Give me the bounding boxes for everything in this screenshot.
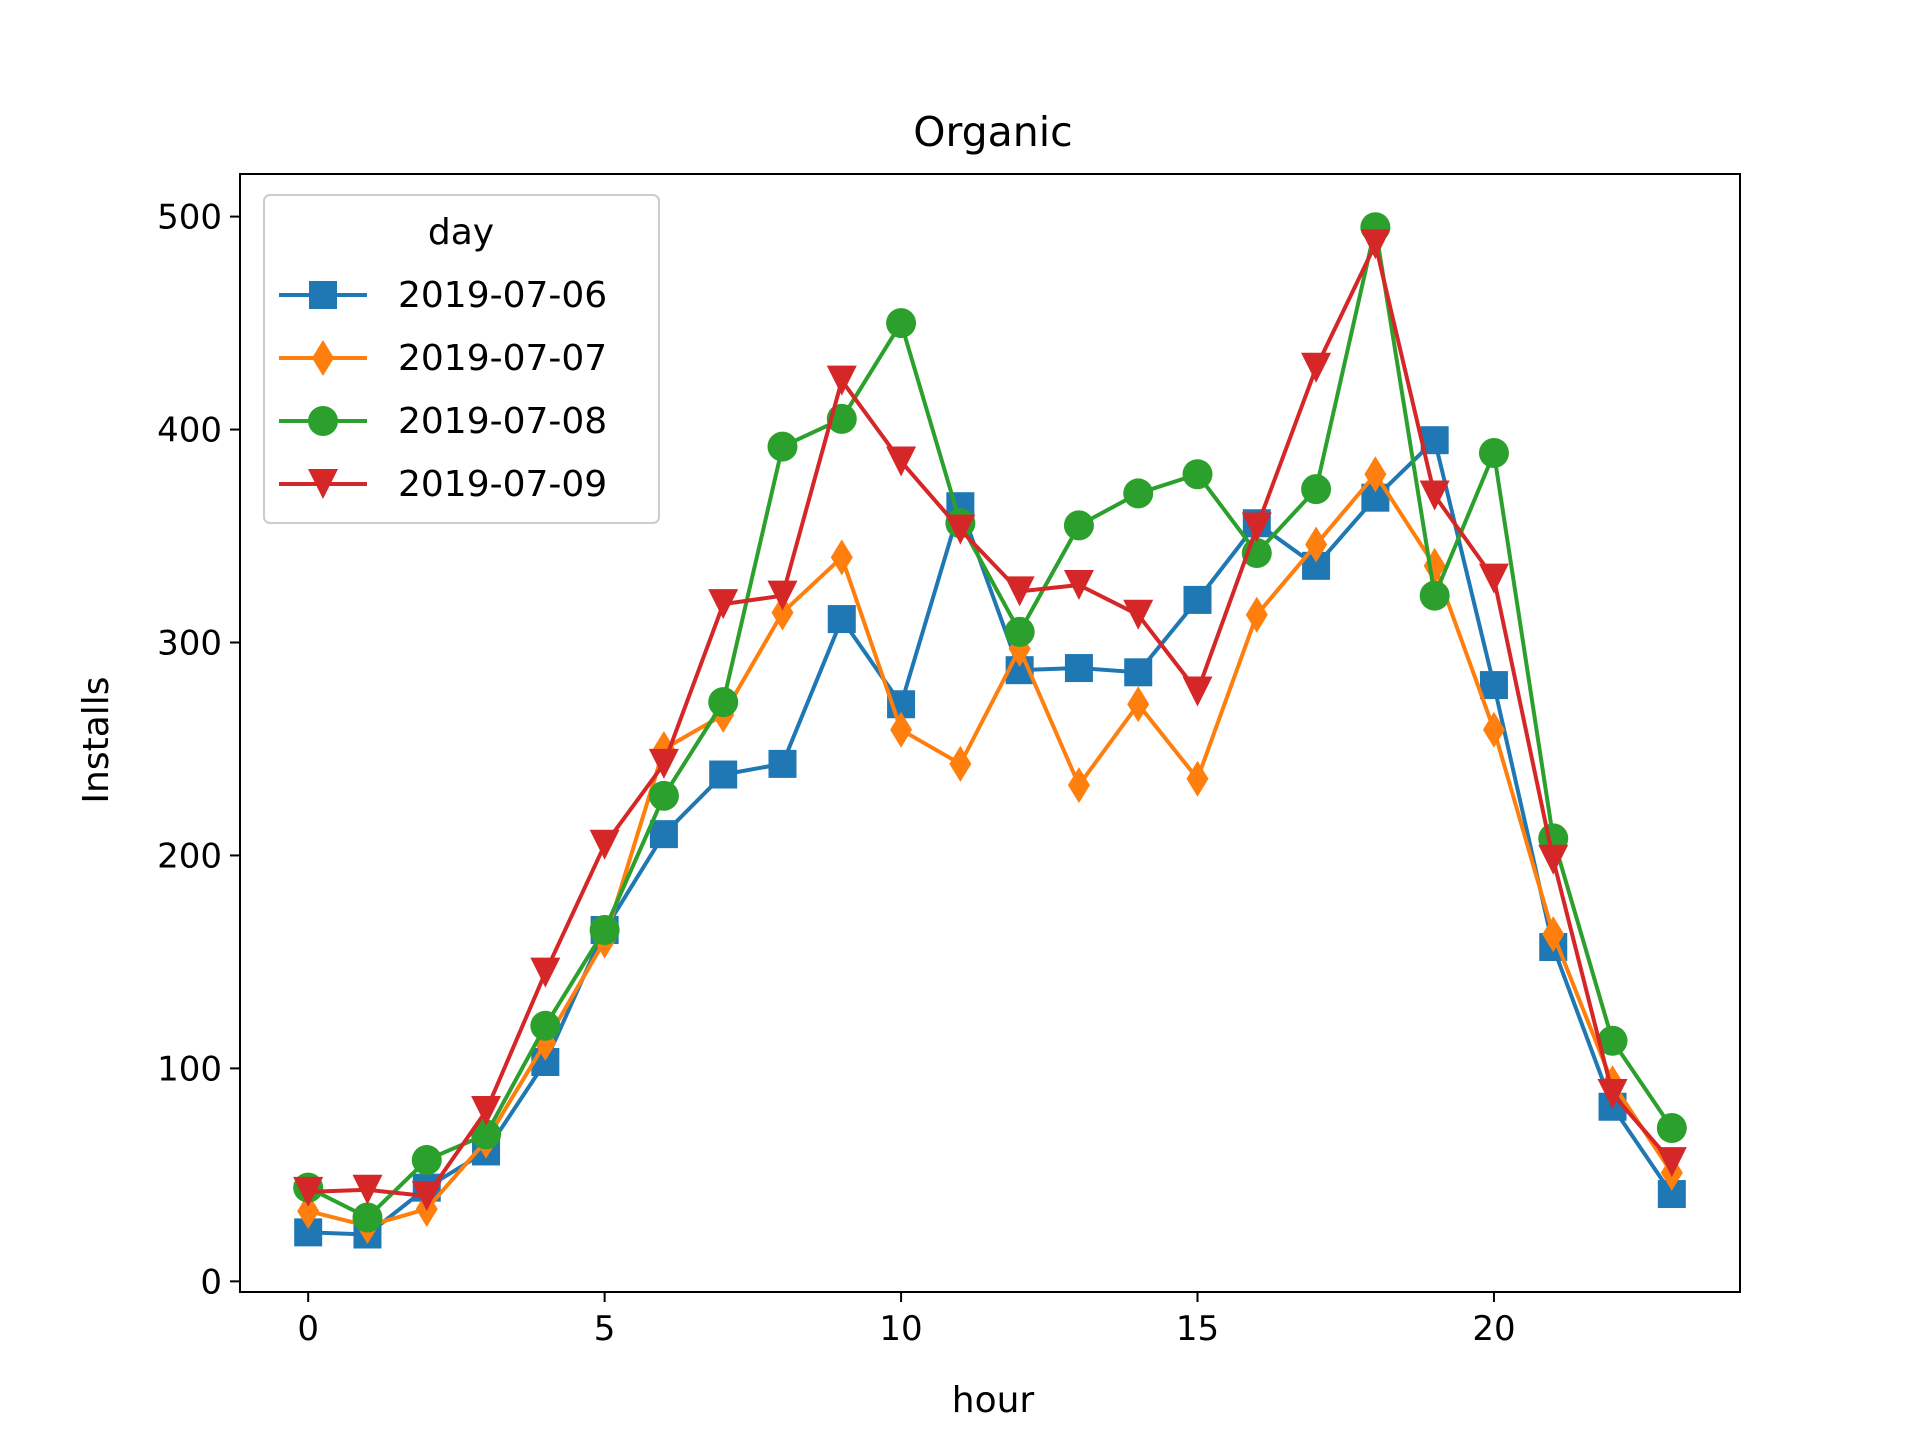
data-point-2019-07-07-8 (771, 594, 794, 631)
data-point-2019-07-08-7 (708, 687, 739, 718)
data-point-2019-07-07-15 (1186, 760, 1209, 797)
x-tick-label-10: 10 (879, 1309, 922, 1349)
data-point-2019-07-09-19 (1419, 480, 1450, 511)
data-point-2019-07-06-15 (1183, 585, 1212, 614)
data-point-2019-07-08-6 (648, 780, 679, 811)
data-point-2019-07-09-18 (1360, 229, 1391, 260)
y-tick-label-200: 200 (157, 836, 222, 876)
legend-item-2019-07-09: 2019-07-09 (279, 464, 607, 505)
data-point-2019-07-08-4 (530, 1010, 561, 1041)
data-point-2019-07-07-9 (830, 539, 853, 576)
data-point-2019-07-08-22 (1597, 1025, 1628, 1056)
data-point-2019-07-09-9 (826, 365, 857, 396)
series-2019-07-08 (293, 212, 1687, 1233)
data-point-2019-07-07-11 (949, 745, 972, 782)
legend-item-2019-07-06: 2019-07-06 (279, 275, 607, 316)
x-tick-label-0: 0 (297, 1309, 319, 1349)
x-tick-label-20: 20 (1472, 1309, 1515, 1349)
legend-label-2019-07-07: 2019-07-07 (398, 338, 607, 379)
data-point-2019-07-07-18 (1364, 456, 1387, 493)
series-line-2019-07-09 (306, 242, 1675, 1199)
legend-item-2019-07-08: 2019-07-08 (279, 401, 607, 442)
data-point-2019-07-09-11 (945, 514, 976, 545)
legend-marker-2019-07-09 (308, 469, 338, 499)
data-point-2019-07-09-5 (589, 829, 620, 860)
axes-frame (239, 173, 1741, 1293)
data-point-2019-07-09-6 (648, 748, 679, 779)
data-point-2019-07-09-13 (1063, 569, 1094, 600)
data-point-2019-07-06-13 (1064, 654, 1093, 683)
data-point-2019-07-06-9 (827, 605, 856, 634)
data-point-2019-07-08-13 (1063, 510, 1094, 541)
data-point-2019-07-08-19 (1419, 580, 1450, 611)
series-2019-07-09 (293, 229, 1687, 1212)
data-point-2019-07-09-10 (886, 446, 917, 477)
legend-title: day (428, 212, 494, 253)
data-point-2019-07-09-17 (1301, 352, 1332, 383)
data-point-2019-07-08-20 (1478, 437, 1509, 468)
legend-label-2019-07-08: 2019-07-08 (398, 401, 607, 442)
data-point-2019-07-07-0 (297, 1193, 320, 1230)
data-point-2019-07-07-17 (1305, 526, 1328, 563)
data-point-2019-07-09-23 (1656, 1147, 1687, 1178)
data-point-2019-07-06-20 (1479, 671, 1508, 700)
legend-marker-2019-07-08 (308, 406, 338, 436)
data-point-2019-07-09-2 (411, 1181, 442, 1212)
data-point-2019-07-09-1 (352, 1174, 383, 1205)
data-point-2019-07-09-22 (1597, 1078, 1628, 1109)
legend-marker-2019-07-06 (309, 281, 337, 309)
data-point-2019-07-09-12 (1004, 576, 1035, 607)
data-point-2019-07-09-14 (1123, 599, 1154, 630)
data-point-2019-07-09-3 (471, 1095, 502, 1126)
data-point-2019-07-09-21 (1538, 844, 1569, 875)
data-point-2019-07-08-14 (1123, 478, 1154, 509)
data-point-2019-07-08-23 (1656, 1113, 1687, 1144)
legend: day 2019-07-06 2019-07-07 2019-07-08 2019-07… (263, 194, 660, 524)
y-tick-label-0: 0 (200, 1262, 222, 1302)
y-tick-label-300: 300 (157, 623, 222, 663)
data-point-2019-07-06-6 (649, 820, 678, 849)
data-point-2019-07-06-14 (1124, 658, 1153, 687)
data-point-2019-07-08-12 (1004, 616, 1035, 647)
data-point-2019-07-09-0 (293, 1176, 324, 1207)
data-point-2019-07-09-7 (708, 589, 739, 620)
data-point-2019-07-07-10 (890, 711, 913, 748)
data-point-2019-07-06-8 (768, 749, 797, 778)
legend-label-2019-07-06: 2019-07-06 (398, 275, 607, 316)
data-point-2019-07-07-21 (1542, 916, 1565, 953)
data-point-2019-07-08-17 (1301, 474, 1332, 505)
data-point-2019-07-09-4 (530, 957, 561, 988)
data-point-2019-07-06-7 (709, 760, 738, 789)
data-point-2019-07-08-3 (471, 1119, 502, 1150)
chart-title: Organic (913, 108, 1072, 156)
data-point-2019-07-09-16 (1241, 512, 1272, 543)
data-point-2019-07-09-20 (1478, 563, 1509, 594)
legend-marker-2019-07-07 (312, 340, 334, 376)
data-point-2019-07-08-8 (767, 431, 798, 462)
series-line-2019-07-08 (305, 225, 1675, 1220)
data-point-2019-07-07-14 (1127, 686, 1150, 723)
x-tick-label-5: 5 (594, 1309, 616, 1349)
x-tick-label-15: 15 (1176, 1309, 1219, 1349)
y-tick-label-400: 400 (157, 411, 222, 451)
y-tick-label-500: 500 (157, 198, 222, 238)
data-point-2019-07-08-10 (886, 308, 917, 339)
data-point-2019-07-07-16 (1245, 596, 1268, 633)
x-axis-label: hour (952, 1380, 1035, 1421)
data-point-2019-07-08-5 (589, 914, 620, 945)
data-point-2019-07-08-1 (352, 1202, 383, 1233)
data-point-2019-07-07-20 (1482, 711, 1505, 748)
y-tick-label-100: 100 (157, 1049, 222, 1089)
y-axis-label: Installs (76, 676, 117, 803)
legend-item-2019-07-07: 2019-07-07 (279, 338, 607, 379)
data-point-2019-07-09-15 (1182, 676, 1213, 707)
legend-box (263, 194, 660, 524)
legend-label-2019-07-09: 2019-07-09 (398, 464, 607, 505)
data-point-2019-07-08-15 (1182, 459, 1213, 490)
data-point-2019-07-09-8 (767, 580, 798, 611)
data-point-2019-07-07-13 (1067, 767, 1090, 804)
data-point-2019-07-08-2 (411, 1144, 442, 1175)
